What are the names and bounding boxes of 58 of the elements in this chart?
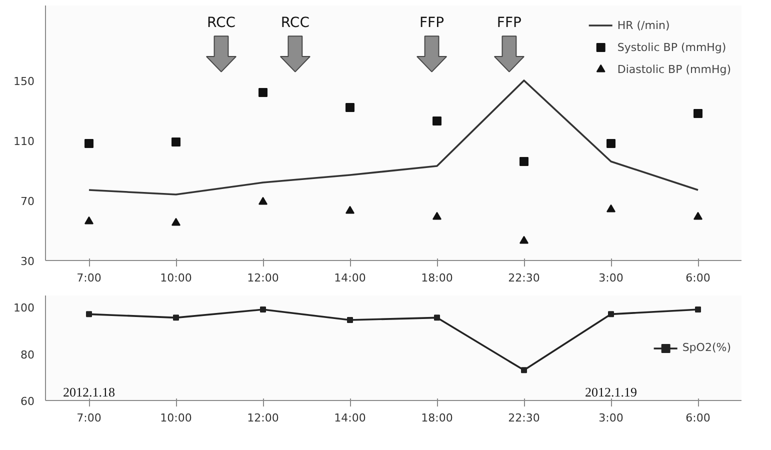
x-tick-label: 6:00	[686, 412, 710, 424]
point	[520, 157, 528, 166]
point	[258, 88, 268, 97]
point	[608, 311, 614, 318]
point	[260, 306, 266, 312]
legend-label: HR (/min)	[617, 18, 670, 32]
point	[172, 218, 180, 226]
annotation: 2012.1.18	[63, 384, 115, 400]
point	[694, 109, 702, 118]
x-tick-label: 3:00	[598, 412, 624, 424]
y-tick-label: 60	[20, 395, 35, 408]
x-tick-label: 7:00	[76, 412, 102, 424]
legend-label: SpO2(%)	[682, 341, 731, 354]
x-tick-label: 12:00	[247, 272, 279, 284]
point	[173, 314, 179, 321]
point	[520, 236, 528, 244]
point	[606, 204, 616, 212]
point	[172, 138, 180, 146]
point	[346, 206, 354, 214]
point	[86, 311, 92, 318]
y-tick-label: 70	[20, 195, 35, 208]
point	[694, 212, 702, 220]
x-tick-label: 12:00	[247, 412, 279, 424]
annotation: RCC	[280, 15, 310, 31]
x-tick-label: 14:00	[334, 412, 366, 424]
x-tick-label: 10:00	[160, 272, 192, 284]
x-tick-label: 18:00	[421, 272, 453, 284]
x-tick-label: 22:30	[508, 272, 540, 284]
line-series	[88, 80, 699, 196]
x-tick-label: 14:00	[334, 272, 366, 284]
point	[606, 139, 616, 148]
x-tick-label: 10:00	[160, 412, 192, 424]
point	[84, 139, 94, 148]
y-tick-label: 150	[14, 75, 35, 88]
point	[432, 116, 442, 126]
y-tick-label: 100	[14, 302, 35, 315]
point	[695, 306, 701, 312]
point	[258, 196, 268, 205]
point	[346, 103, 354, 112]
x-tick-label: 7:00	[76, 272, 102, 284]
point	[434, 314, 440, 321]
y-tick-label: 80	[20, 348, 35, 362]
x-tick-label: 18:00	[421, 412, 453, 424]
y-tick-label: 30	[20, 255, 35, 268]
point	[432, 212, 442, 220]
annotation: RCC	[206, 15, 236, 31]
legend-label: Systolic BP (mmHg)	[617, 40, 726, 54]
annotation: 2012.1.19	[585, 384, 637, 400]
x-tick-label: 6:00	[686, 272, 710, 284]
x-tick-label: 22:30	[508, 412, 540, 424]
point	[521, 367, 527, 374]
point	[347, 317, 353, 323]
annotation: FFP	[420, 15, 444, 31]
point	[84, 216, 94, 224]
legend-label: Diastolic BP (mmHg)	[617, 62, 731, 76]
y-tick-label: 110	[14, 135, 35, 148]
x-tick-label: 3:00	[598, 272, 624, 284]
annotation: FFP	[496, 15, 522, 31]
